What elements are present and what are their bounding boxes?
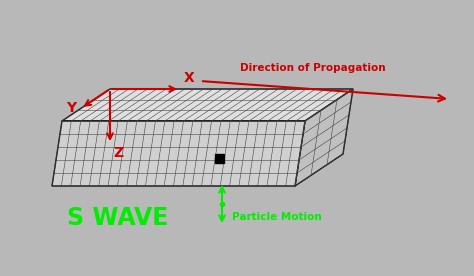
Text: X: X — [184, 71, 195, 85]
Text: Y: Y — [66, 101, 76, 115]
Text: Particle Motion: Particle Motion — [232, 212, 322, 222]
Text: Direction of Propagation: Direction of Propagation — [240, 63, 386, 73]
Text: Z: Z — [113, 146, 123, 160]
Polygon shape — [62, 89, 353, 121]
Polygon shape — [216, 153, 225, 163]
Text: S WAVE: S WAVE — [67, 206, 169, 230]
Polygon shape — [295, 89, 353, 186]
Polygon shape — [52, 121, 305, 186]
